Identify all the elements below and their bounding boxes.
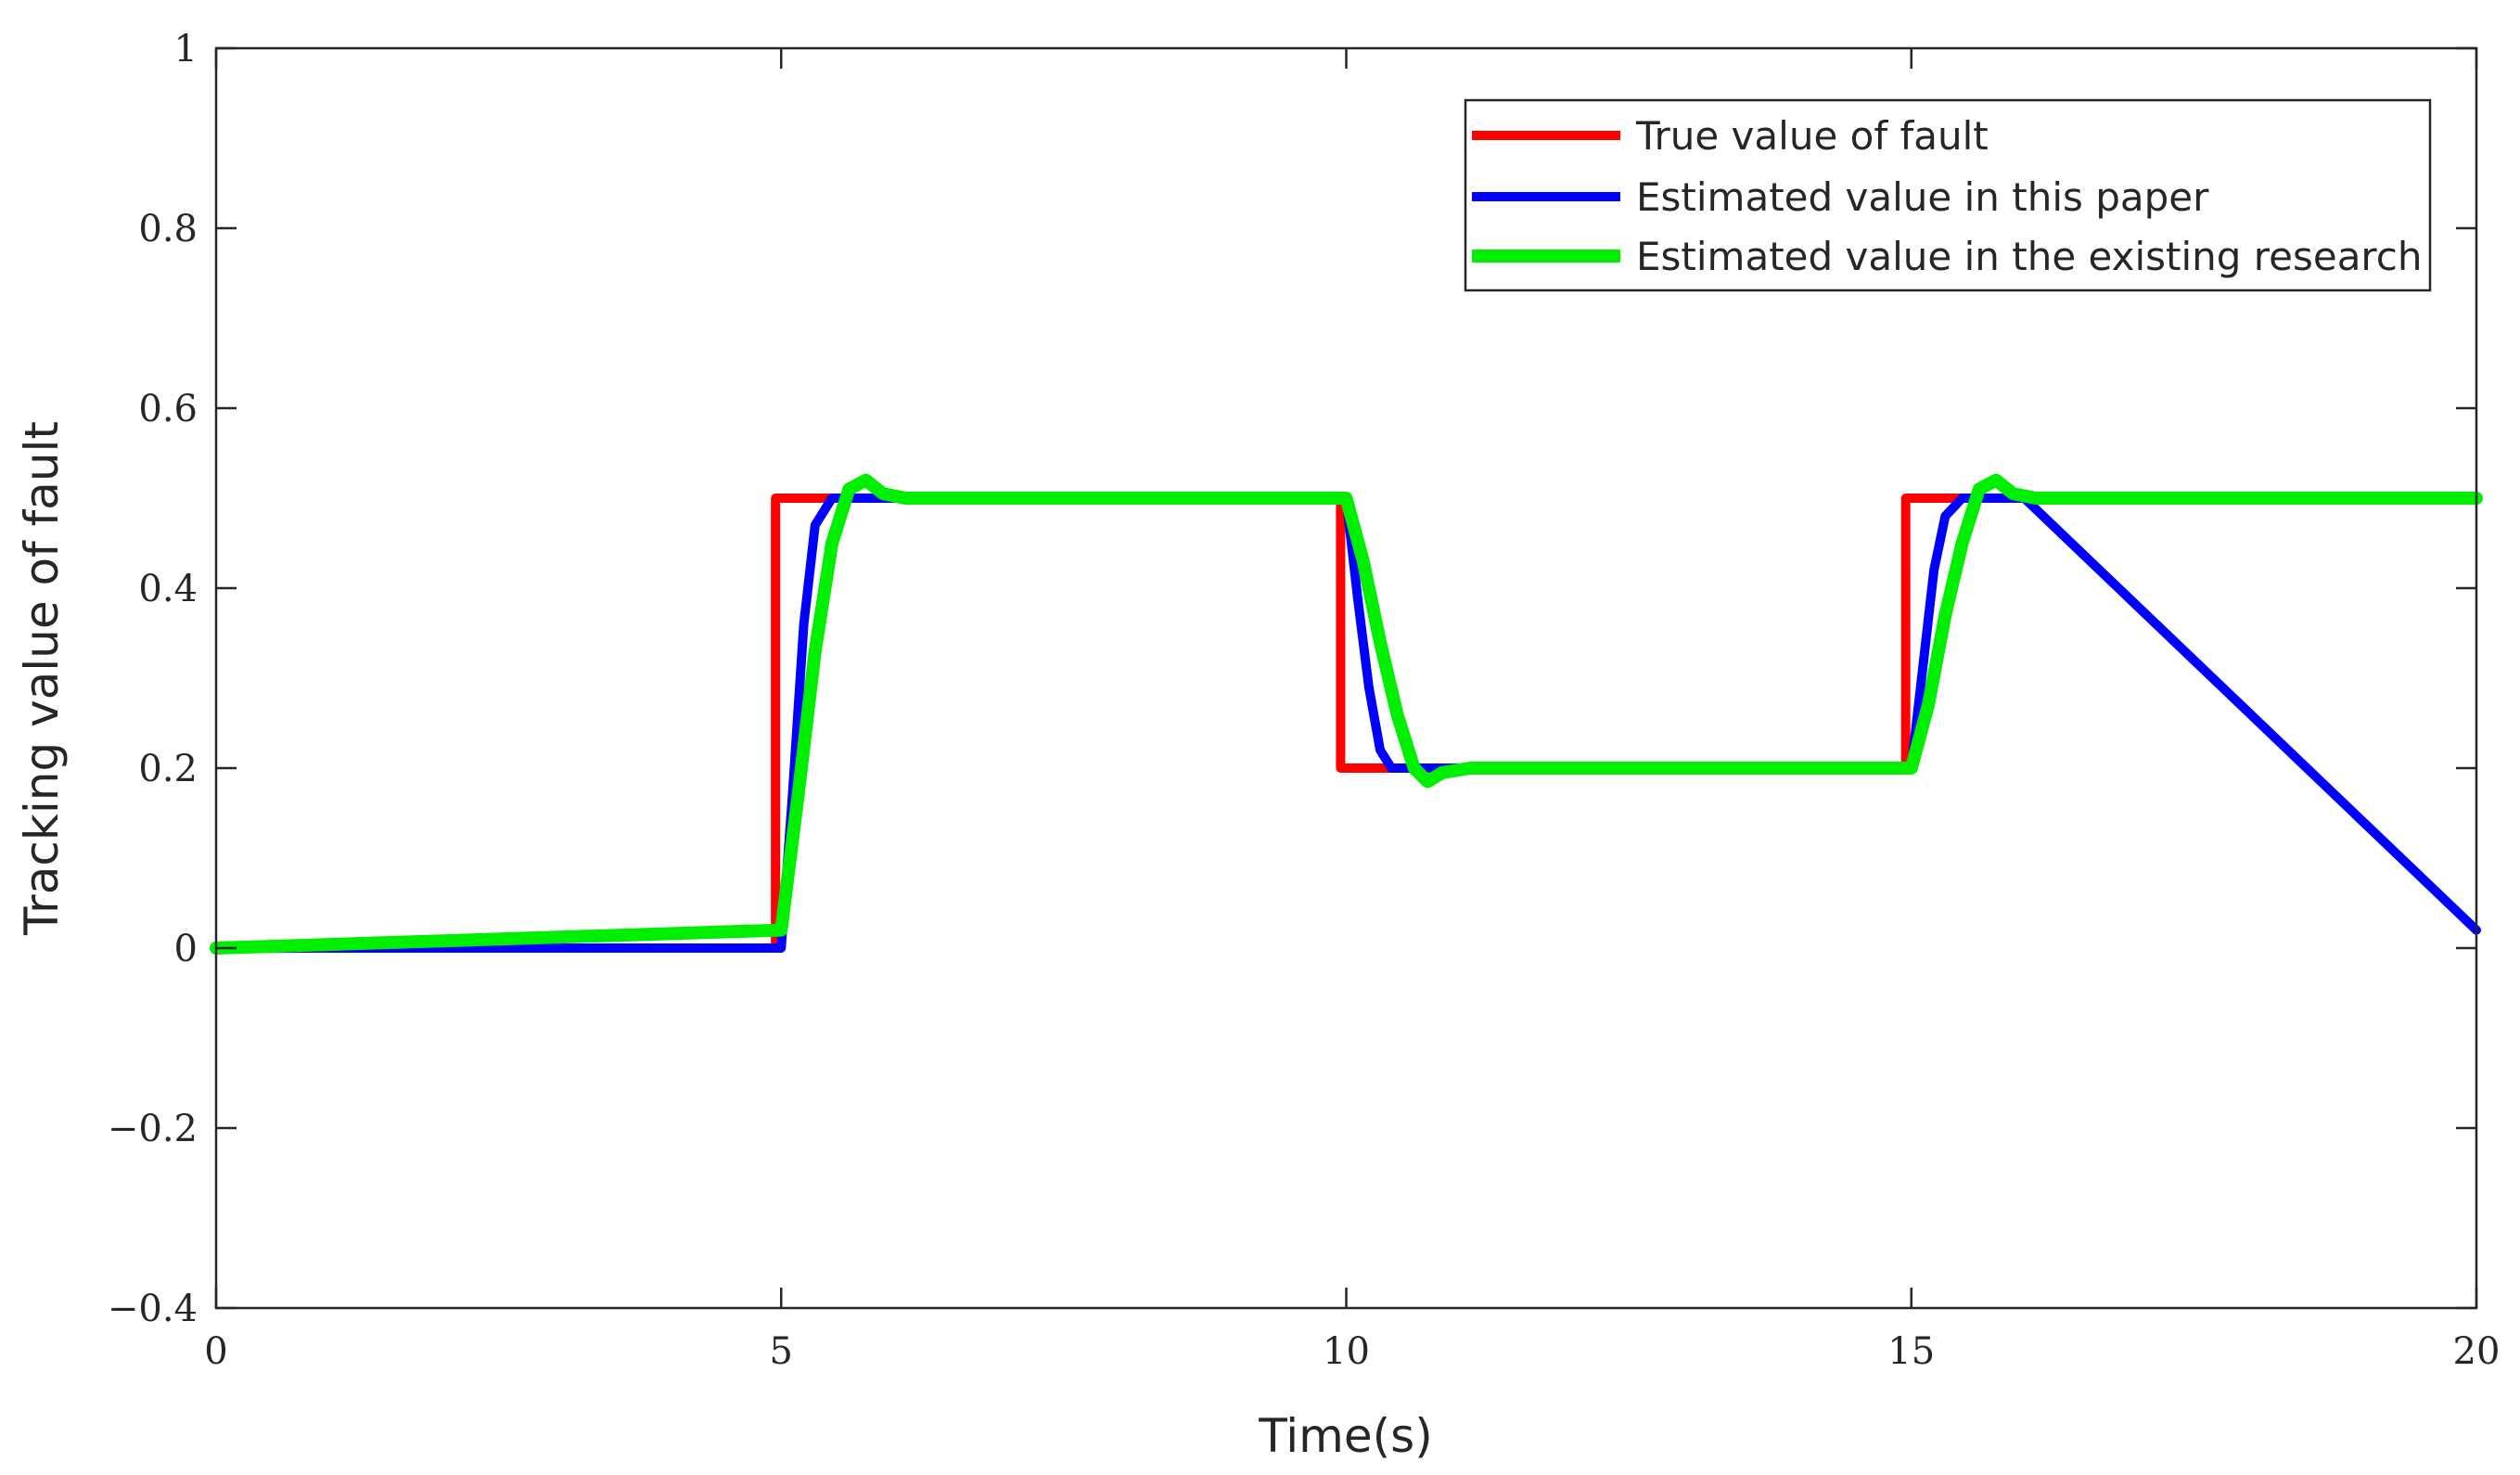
series-line-existing-research — [210, 473, 2483, 955]
ticks-layer: 0 5 10 15 20 −0.4 −0.2 0 0.2 0.4 0.6 0.8 1 — [108, 28, 2501, 1373]
legend-label-true-value: True value of fault — [1635, 113, 1989, 159]
y-tick-label: 0.6 — [138, 388, 198, 430]
y-axis-label: Tracking value of fault — [15, 421, 69, 936]
series-layer — [210, 473, 2483, 955]
x-tick-label: 15 — [1887, 1330, 1935, 1373]
y-tick-label: −0.4 — [108, 1288, 198, 1330]
y-tick-label: 0 — [174, 928, 198, 970]
legend: True value of fault Estimated value in t… — [1464, 98, 2432, 292]
series-line-true-value — [211, 494, 2481, 953]
y-tick-label: 1 — [174, 28, 198, 71]
y-tick-label: 0.4 — [138, 568, 198, 610]
y-tick-label: −0.2 — [108, 1108, 198, 1150]
series-line-this-paper — [211, 494, 2481, 953]
legend-label-existing-research: Estimated value in the existing research — [1636, 234, 2423, 279]
x-tick-label: 5 — [770, 1330, 793, 1373]
legend-label-this-paper: Estimated value in this paper — [1636, 174, 2209, 220]
y-tick-label: 0.2 — [138, 748, 198, 790]
y-tick-label: 0.8 — [138, 208, 198, 250]
x-axis-label: Time(s) — [1258, 1409, 1432, 1463]
legend-box — [1464, 98, 2432, 292]
x-tick-label: 20 — [2453, 1330, 2501, 1373]
x-tick-label: 0 — [204, 1330, 227, 1373]
x-tick-label: 10 — [1323, 1330, 1370, 1373]
